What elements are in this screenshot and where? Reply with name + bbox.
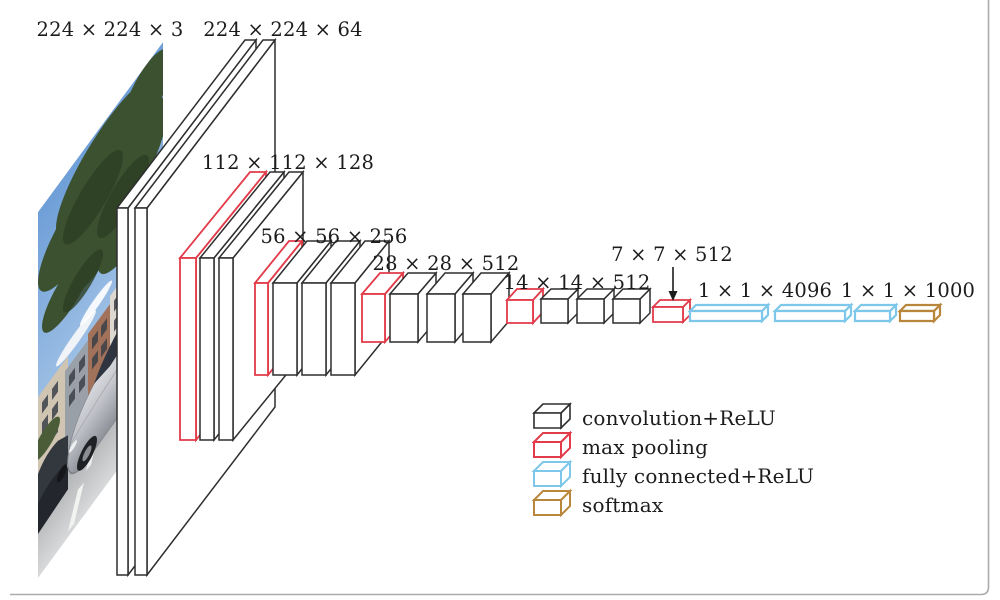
dim-label-pool5-dims: 7 × 7 × 512: [611, 243, 733, 266]
page-frame-border: [10, 0, 990, 596]
legend-item-fc: fully connected+ReLU: [531, 459, 814, 489]
layer-box-conv5-2: [575, 287, 616, 325]
layer-box-conv5-3: [611, 287, 652, 325]
legend-swatch-conv-icon: [532, 402, 572, 430]
legend-item-softmax: softmax: [531, 488, 664, 518]
legend-label-pool: max pooling: [582, 435, 708, 459]
layer-box-conv5-1: [539, 287, 580, 325]
dim-label-conv3-dims: 56 × 56 × 256: [261, 225, 408, 248]
dim-label-conv2-dims: 112 × 112 × 128: [202, 151, 374, 174]
legend-item-conv: convolution+ReLU: [532, 402, 776, 430]
legend-label-softmax: softmax: [582, 493, 664, 517]
legend-swatch-softmax-icon: [531, 488, 573, 518]
layer-box-pool5: [650, 297, 693, 325]
legend-label-conv: convolution+ReLU: [582, 406, 776, 430]
layer-box-fc8: [852, 302, 899, 324]
legend-swatch-fc-icon: [531, 459, 573, 489]
legend-swatch-pool-icon: [531, 430, 573, 460]
layer-box-conv4-3: [461, 270, 511, 345]
dim-label-conv1-dims: 224 × 224 × 64: [203, 18, 363, 41]
layer-box-fc7: [772, 302, 854, 324]
legend-label-fc: fully connected+ReLU: [582, 464, 814, 488]
layer-box-softmax: [897, 302, 943, 324]
layer-box-pool4: [504, 286, 546, 326]
dim-label-conv4-dims: 28 × 28 × 512: [373, 252, 520, 275]
layer-box-fc6: [687, 302, 771, 324]
dim-label-out-dims: 1 × 1 × 1000: [841, 279, 975, 302]
legend-item-pool: max pooling: [531, 430, 708, 460]
dim-label-fc-dims: 1 × 1 × 4096: [698, 279, 832, 302]
dim-label-conv5-dims: 14 × 14 × 512: [504, 271, 651, 294]
pool5-pointer-arrow: [668, 267, 678, 301]
dim-label-input-dims: 224 × 224 × 3: [37, 18, 184, 41]
